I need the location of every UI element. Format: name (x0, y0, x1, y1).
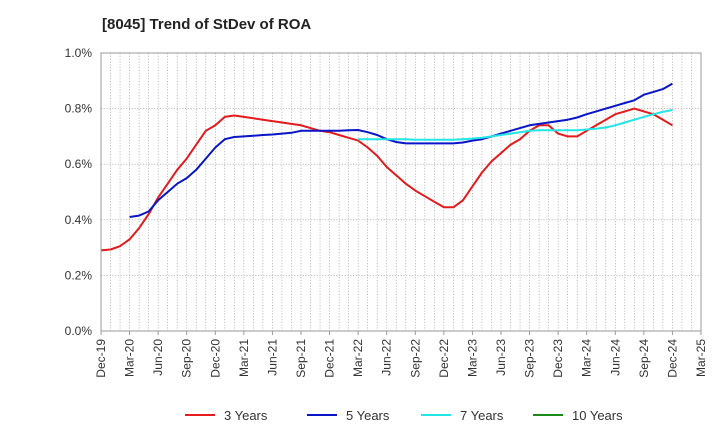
x-tick-label: Jun-21 (265, 339, 279, 376)
x-tick-label: Dec-19 (94, 339, 108, 378)
series-line-5-years (129, 82, 673, 218)
x-tick-label: Jun-24 (608, 339, 622, 376)
x-tick-label: Jun-20 (151, 339, 165, 376)
x-tick-label: Mar-22 (351, 339, 365, 377)
x-tick-label: Jun-22 (380, 339, 394, 376)
x-tick-label: Sep-23 (523, 339, 537, 378)
x-tick-label: Dec-23 (551, 339, 565, 378)
plot-border (100, 52, 702, 332)
grid-lines (101, 53, 701, 331)
y-tick-label: 0.4% (65, 213, 93, 227)
y-tick-label: 0.0% (65, 324, 93, 338)
x-tick-label: Dec-24 (665, 339, 679, 378)
x-tick-label: Mar-23 (465, 339, 479, 377)
x-tick-label: Mar-21 (237, 339, 251, 377)
y-tick-label: 0.6% (65, 157, 93, 171)
chart-title: [8045] Trend of StDev of ROA (102, 16, 312, 33)
legend-label: 5 Years (346, 408, 390, 423)
x-tick-label: Mar-25 (694, 339, 708, 377)
y-tick-label: 0.2% (65, 268, 93, 282)
legend-label: 3 Years (224, 408, 268, 423)
x-axis-ticks: Dec-19 Mar-20 Jun-20 Sep-20 Dec-20 Mar-21 Jun-… (94, 331, 708, 378)
y-tick-label: 1.0% (65, 46, 93, 60)
legend-label: 7 Years (460, 408, 504, 423)
x-tick-label: Jun-23 (494, 339, 508, 376)
y-axis-ticks: 0.0% 0.2% 0.4% 0.6% 0.8% 1.0% (65, 46, 93, 338)
x-tick-label: Sep-20 (180, 339, 194, 378)
y-tick-label: 0.8% (65, 102, 93, 116)
series-line-7-years (358, 109, 673, 141)
x-tick-label: Sep-24 (637, 339, 651, 378)
legend: 3 Years 5 Years 7 Years 10 Years (185, 408, 623, 423)
x-tick-label: Sep-21 (294, 339, 308, 378)
series-lines (100, 82, 673, 252)
legend-label: 10 Years (572, 408, 623, 423)
x-tick-label: Dec-22 (437, 339, 451, 378)
x-tick-label: Dec-20 (208, 339, 222, 378)
x-tick-label: Sep-22 (408, 339, 422, 378)
x-tick-label: Dec-21 (323, 339, 337, 378)
series-line-3-years (100, 107, 673, 252)
x-tick-label: Mar-24 (580, 339, 594, 377)
x-tick-label: Mar-20 (123, 339, 137, 377)
